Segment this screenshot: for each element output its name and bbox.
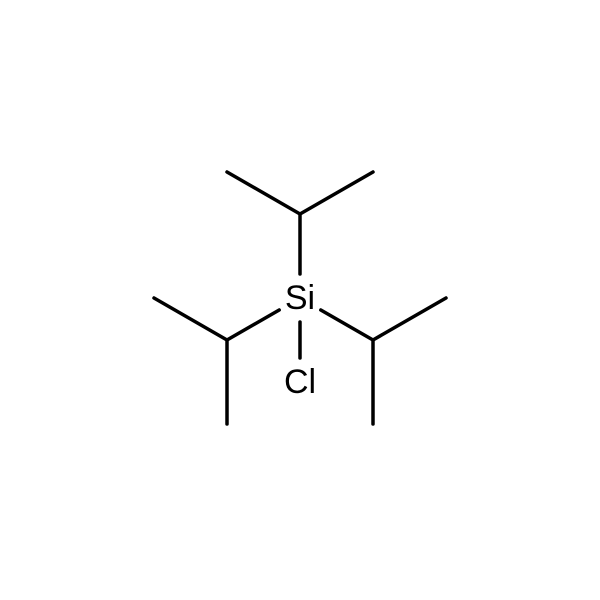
molecule-diagram: Si Cl (0, 0, 600, 600)
atom-label-cl: Cl (284, 363, 316, 401)
atom-label-si: Si (285, 279, 315, 317)
